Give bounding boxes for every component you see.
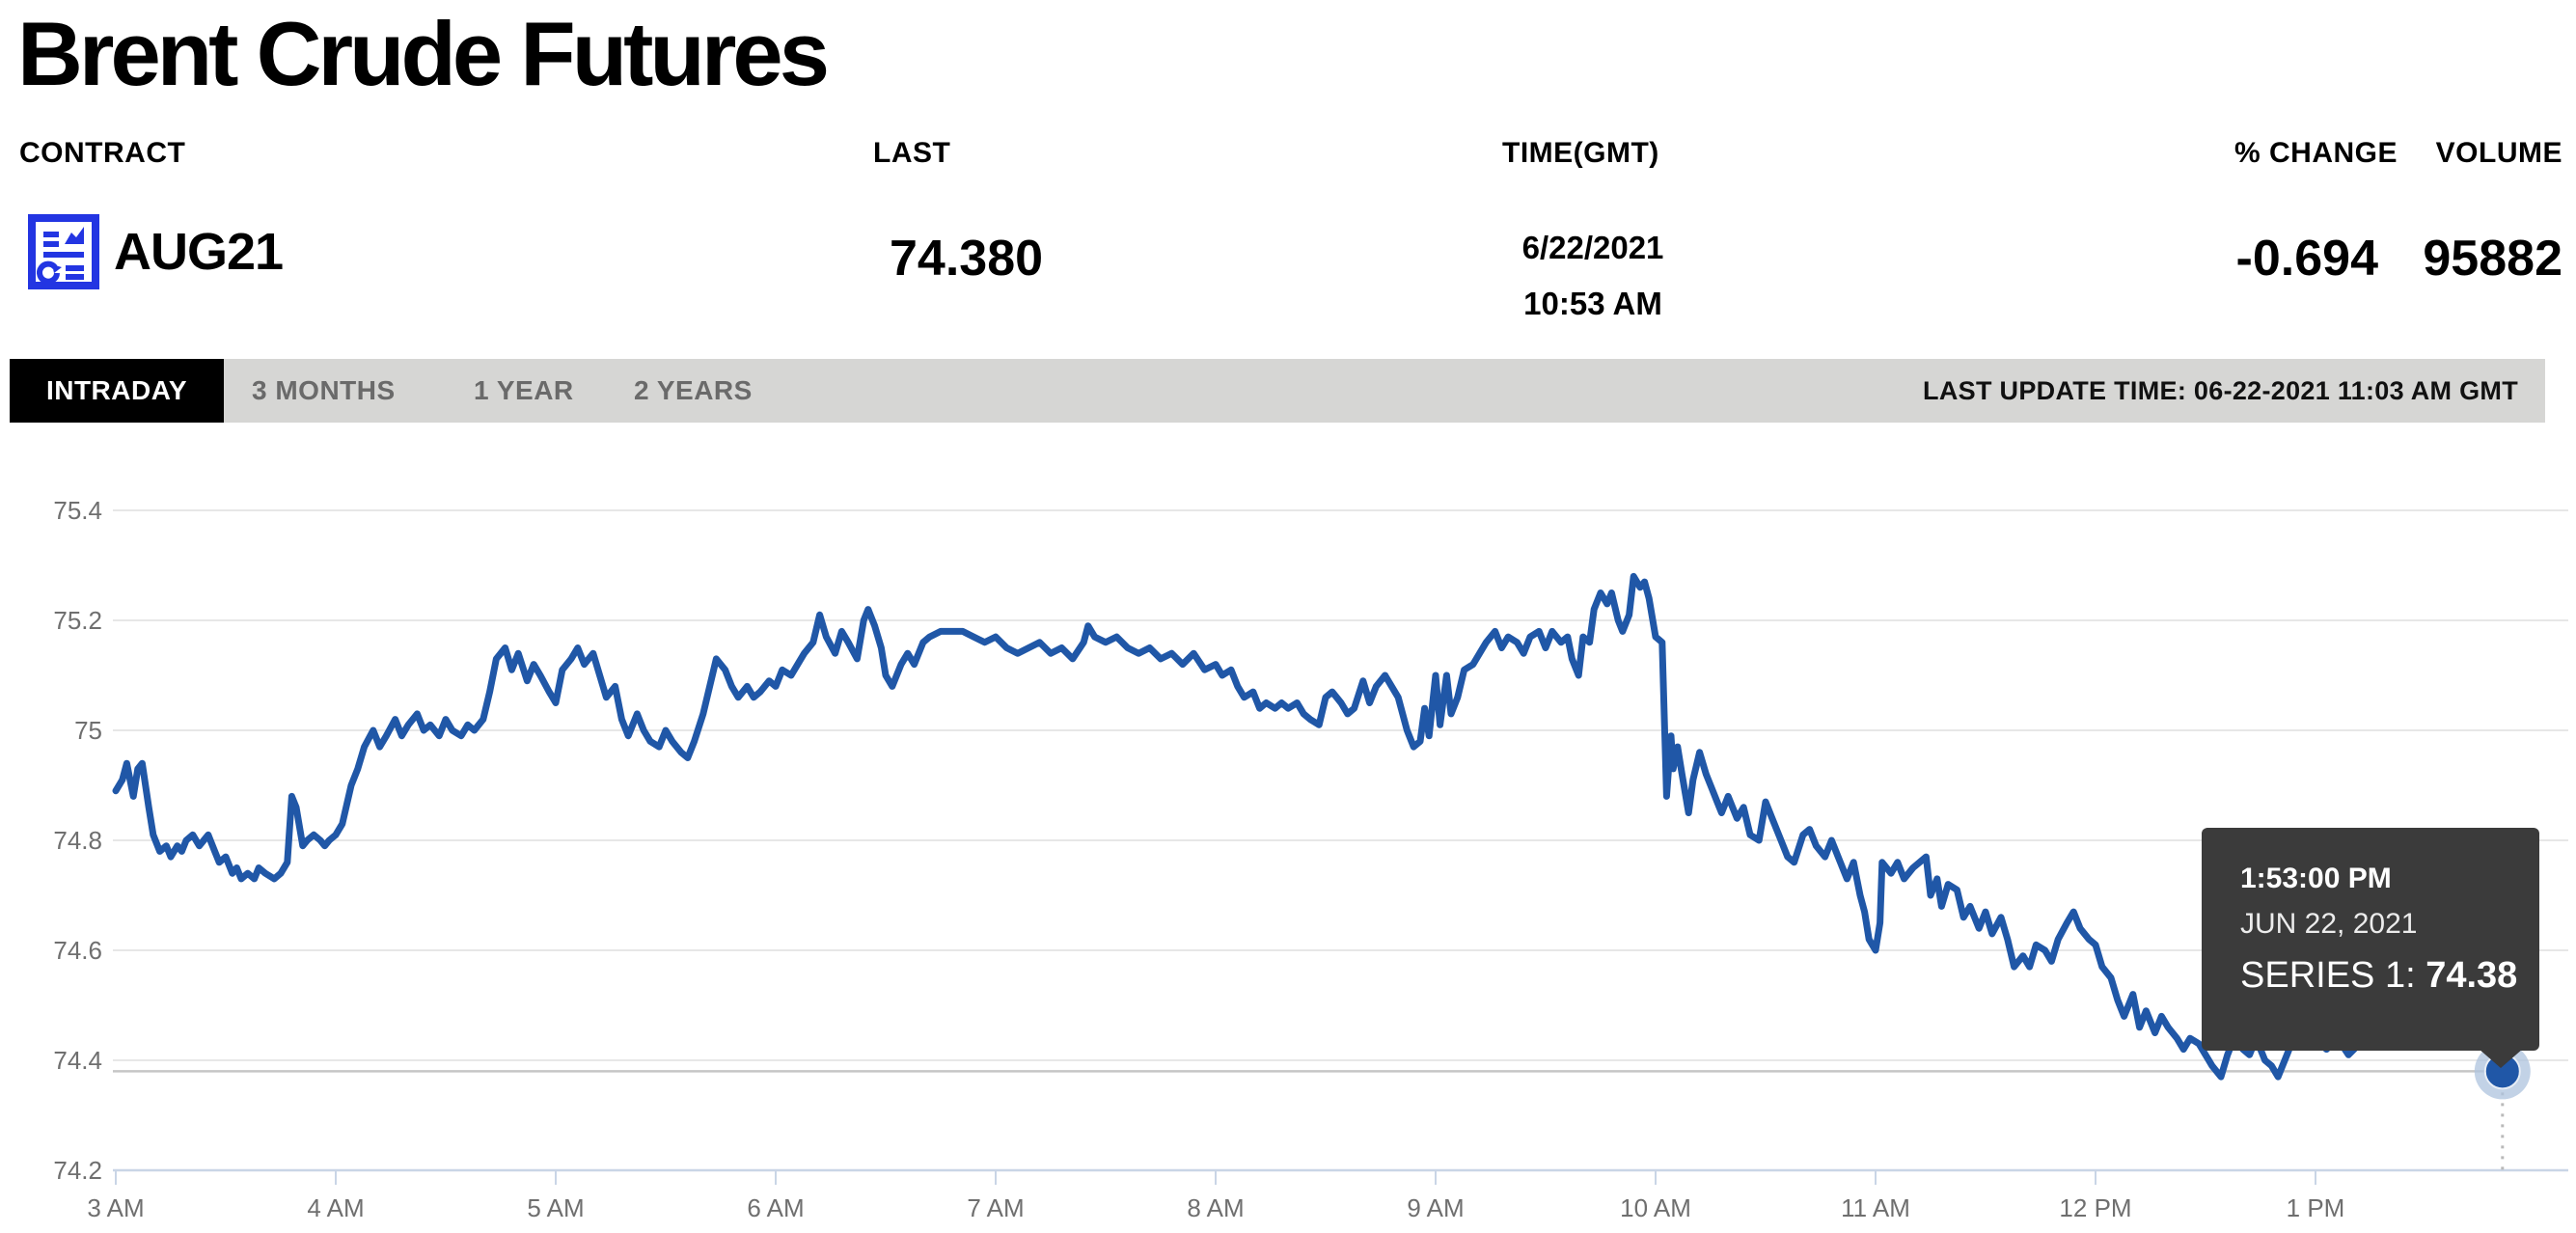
column-header-time-gmt: TIME(GMT)	[1502, 137, 1659, 169]
x-axis-label: 12 PM	[2059, 1193, 2131, 1222]
chart-tooltip: 1:53:00 PM JUN 22, 2021 SERIES 1: 74.38	[2202, 828, 2539, 1068]
tooltip-value: 74.38	[2425, 955, 2518, 996]
tab-1-year[interactable]: 1 YEAR	[474, 375, 574, 405]
column-header-contract: CONTRACT	[19, 137, 186, 169]
pct-change-value: -0.694	[2235, 231, 2378, 287]
tab-2-years[interactable]: 2 YEARS	[634, 375, 753, 405]
volume-value: 95882	[2423, 231, 2562, 287]
x-axis-label: 11 AM	[1841, 1193, 1910, 1222]
last-price-value: 74.380	[890, 231, 1044, 287]
column-header-pct-change: % CHANGE	[2233, 137, 2398, 169]
page-title: Brent Crude Futures	[17, 3, 830, 104]
x-axis-label: 1 PM	[2287, 1193, 2345, 1222]
x-axis-label: 5 AM	[527, 1193, 584, 1222]
contract-symbol: AUG21	[114, 223, 284, 281]
y-axis-label: 74.8	[53, 826, 102, 855]
quote-time-cell: 6/22/2021 10:53 AM	[1508, 220, 1678, 332]
x-axis-label: 7 AM	[967, 1193, 1024, 1222]
column-header-volume: VOLUME	[2435, 137, 2562, 169]
tab-intraday[interactable]: INTRADAY	[10, 359, 224, 423]
tab-3-months[interactable]: 3 MONTHS	[252, 375, 396, 405]
quote-date: 6/22/2021	[1521, 230, 1664, 265]
price-line	[112, 572, 2507, 1081]
timeframe-tab-bar: INTRADAY 3 MONTHS 1 YEAR 2 YEARS LAST UP…	[10, 359, 2545, 423]
last-update-time: LAST UPDATE TIME: 06-22-2021 11:03 AM GM…	[1923, 375, 2518, 405]
tooltip-series-value: SERIES 1: 74.38	[2240, 955, 2518, 996]
y-axis-label: 75.4	[53, 496, 102, 525]
tooltip-time: 1:53:00 PM	[2240, 863, 2392, 894]
y-axis-label: 74.6	[53, 936, 102, 965]
x-axis-label: 4 AM	[307, 1193, 364, 1222]
quote-time: 10:53 AM	[1523, 286, 1662, 321]
x-axis-label: 3 AM	[87, 1193, 144, 1222]
y-axis-label: 75	[74, 716, 102, 745]
x-axis-label: 6 AM	[747, 1193, 804, 1222]
y-axis-label: 74.4	[53, 1046, 102, 1075]
report-document-icon	[28, 214, 99, 289]
x-axis-label: 10 AM	[1620, 1193, 1691, 1222]
contract-cell[interactable]: AUG21	[27, 214, 284, 289]
x-axis-label: 8 AM	[1187, 1193, 1244, 1222]
price-chart[interactable]: 75.4 75.2 75 74.8 74.6 74.4 74.2 3 AM 4 AM 5 AM 6 …	[0, 453, 2576, 1233]
column-header-last: LAST	[873, 137, 951, 169]
x-axis-label: 9 AM	[1407, 1193, 1464, 1222]
y-axis-label: 74.2	[53, 1156, 102, 1185]
tooltip-date: JUN 22, 2021	[2240, 908, 2418, 940]
y-axis-label: 75.2	[53, 606, 102, 635]
price-chart-canvas[interactable]: 75.4 75.2 75 74.8 74.6 74.4 74.2 3 AM 4 AM 5 AM 6 …	[0, 453, 2576, 1233]
